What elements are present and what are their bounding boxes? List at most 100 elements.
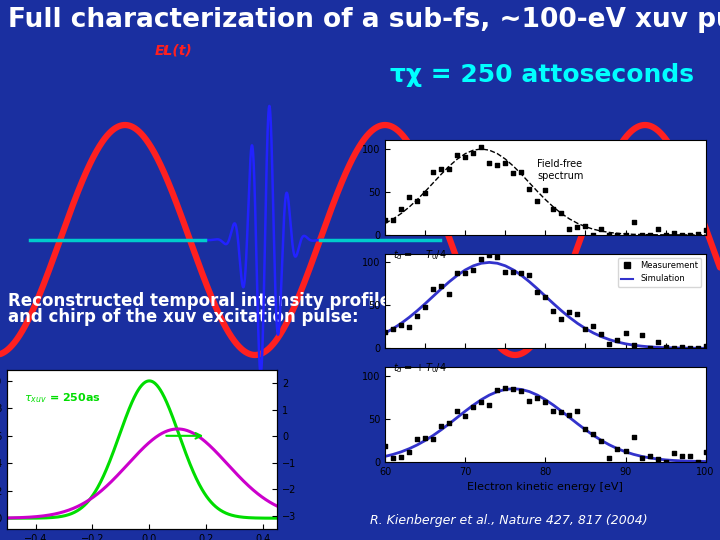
- Point: [412, 434, 423, 443]
- Point: [556, 315, 567, 323]
- Point: [572, 222, 583, 231]
- Point: [628, 217, 639, 226]
- Point: [436, 422, 447, 430]
- Point: [684, 231, 696, 239]
- Point: [428, 167, 439, 176]
- Point: [420, 302, 431, 311]
- Point: [467, 266, 479, 275]
- Point: [428, 285, 439, 293]
- Point: [516, 387, 527, 395]
- Point: [564, 410, 575, 419]
- Point: [652, 338, 663, 346]
- Point: [668, 448, 680, 457]
- Point: [476, 398, 487, 407]
- Point: [603, 340, 615, 348]
- Point: [403, 192, 415, 201]
- Point: [548, 406, 559, 415]
- Point: [676, 451, 688, 460]
- Point: [403, 448, 415, 456]
- Point: [459, 411, 471, 420]
- Point: [395, 321, 407, 330]
- Point: [531, 288, 543, 296]
- Point: [564, 307, 575, 316]
- Point: [459, 152, 471, 161]
- Point: [467, 403, 479, 411]
- Point: [700, 448, 711, 456]
- Point: [492, 253, 503, 261]
- Point: [556, 208, 567, 217]
- Point: [668, 344, 680, 353]
- Point: [580, 325, 591, 333]
- Point: [595, 224, 607, 233]
- Text: R. Kienberger et al., Nature 427, 817 (2004): R. Kienberger et al., Nature 427, 817 (2…: [370, 514, 647, 527]
- Point: [700, 341, 711, 350]
- Point: [676, 343, 688, 352]
- Point: [580, 221, 591, 230]
- Point: [516, 269, 527, 278]
- Point: [540, 398, 552, 407]
- Point: [412, 197, 423, 206]
- Text: τχ = 250 attoseconds: τχ = 250 attoseconds: [390, 63, 694, 87]
- Point: [620, 447, 631, 456]
- Point: [436, 282, 447, 291]
- Point: [628, 341, 639, 350]
- Point: [636, 231, 647, 239]
- Point: [692, 229, 703, 238]
- Point: [444, 165, 455, 174]
- Point: [523, 271, 535, 279]
- Text: $t_d = -T_0/4$: $t_d = -T_0/4$: [393, 248, 447, 262]
- Point: [588, 231, 599, 239]
- Point: [603, 231, 615, 239]
- Point: [660, 457, 671, 466]
- Text: $t_d = +T_0/4$: $t_d = +T_0/4$: [393, 361, 447, 375]
- Point: [523, 185, 535, 193]
- Point: [636, 331, 647, 340]
- Point: [692, 344, 703, 353]
- Point: [531, 394, 543, 402]
- Point: [540, 185, 552, 194]
- Point: [644, 451, 655, 460]
- Point: [395, 453, 407, 462]
- Point: [508, 384, 519, 393]
- Point: [451, 269, 463, 278]
- Point: [484, 159, 495, 167]
- Point: [387, 215, 399, 224]
- Point: [595, 330, 607, 339]
- Point: [620, 329, 631, 338]
- Point: [508, 169, 519, 178]
- Point: [412, 312, 423, 320]
- Point: [588, 322, 599, 330]
- Point: [476, 143, 487, 152]
- Point: [603, 454, 615, 462]
- Point: [436, 165, 447, 173]
- X-axis label: Electron kinetic energy [eV]: Electron kinetic energy [eV]: [467, 482, 624, 492]
- Point: [379, 442, 391, 450]
- Point: [500, 159, 511, 167]
- Point: [476, 255, 487, 264]
- Point: [500, 267, 511, 276]
- Point: [484, 401, 495, 409]
- Point: [628, 433, 639, 442]
- Point: [395, 205, 407, 213]
- Point: [668, 229, 680, 238]
- Point: [652, 225, 663, 233]
- Point: [420, 188, 431, 197]
- Point: [451, 407, 463, 415]
- Point: [403, 323, 415, 332]
- Point: [684, 344, 696, 353]
- Point: [612, 444, 624, 453]
- Point: [692, 457, 703, 466]
- Text: L: L: [163, 46, 168, 56]
- Point: [580, 424, 591, 433]
- Point: [428, 435, 439, 443]
- Point: [652, 455, 663, 463]
- Point: [588, 429, 599, 438]
- Point: [379, 327, 391, 336]
- Point: [531, 197, 543, 205]
- Point: [676, 231, 688, 239]
- Point: [572, 407, 583, 415]
- Point: [548, 204, 559, 213]
- Point: [516, 168, 527, 177]
- Point: [508, 268, 519, 276]
- Point: [660, 231, 671, 239]
